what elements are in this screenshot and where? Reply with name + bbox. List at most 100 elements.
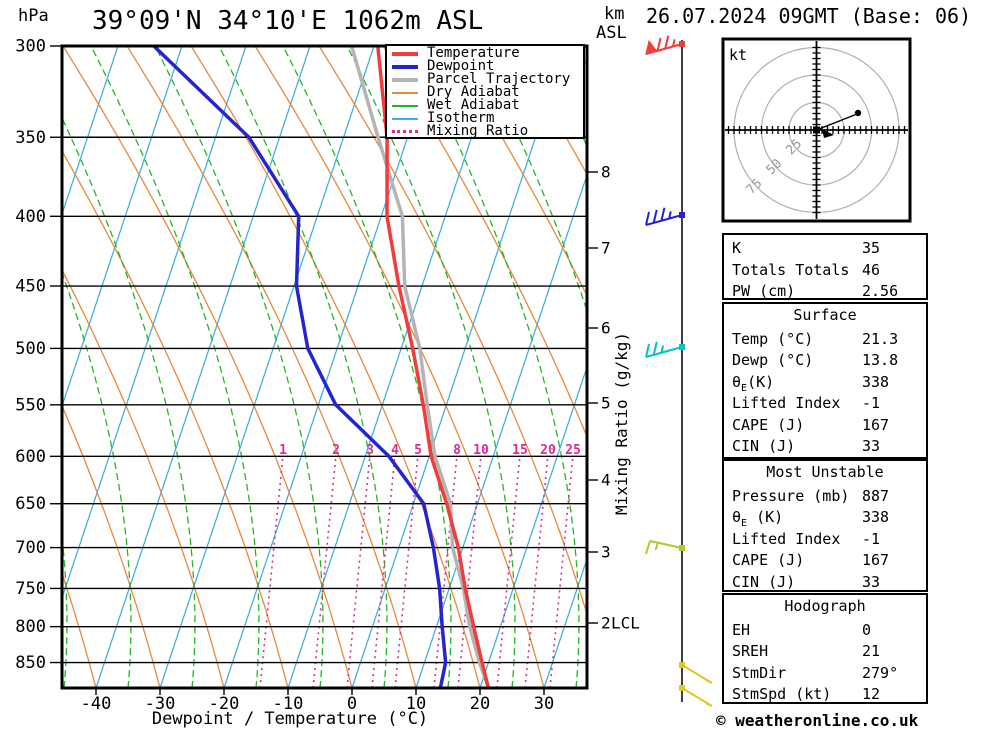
legend-entry-label: Wet Adiabat [427,97,520,113]
wet-adiabat-line [62,116,196,688]
wet-adiabat-line [62,271,132,688]
legend-entry: Wet Adiabat [387,97,583,113]
temp-tick-label: 30 [534,694,554,714]
dry-adiabat-line [62,149,289,688]
legend-entry-label: Temperature [427,45,520,61]
table-row: Lifted Index -1 [724,392,926,414]
table-row: StmSpd (kt) 12 [724,683,926,705]
table-row-label: CIN (J) [732,437,796,455]
mixing-ratio-label: 1 [279,443,287,458]
table-row-value: -1 [862,529,881,548]
table-row-label: θE(K) [732,372,775,394]
run-date-label: 26.07.2024 09GMT (Base: 06) [646,4,972,28]
lcl-label: LCL [611,614,640,633]
temp-tick-label: 10 [406,694,426,714]
table-row-value: 21 [862,642,881,660]
isotherm-line [351,46,567,688]
legend-entry-label: Parcel Trajectory [427,71,571,87]
pressure-tick-label: 750 [15,579,46,599]
legend-line-swatch [392,64,418,69]
km-tick-label: 6 [601,319,611,338]
isotherm-line [287,46,503,688]
legend-line-swatch [392,104,418,107]
dry-adiabat-line [62,46,353,688]
wet-adiabat-line [474,46,587,313]
table-row-value: 46 [862,260,881,279]
dry-adiabat-line [510,46,587,176]
wind-barb [645,35,685,55]
mixing-ratio-label: 3 [366,443,374,458]
legend-entry: Dewpoint [387,59,583,73]
legend-entry: Dry Adiabat [387,85,583,99]
table-row: EH 0 [724,619,926,641]
wind-barb [645,540,685,555]
mixing-ratio-axis-title: Mixing Ratio (g/kg) [612,331,631,515]
table-row-label: K [732,239,742,257]
table-row: CIN (J) 33 [724,435,926,457]
isotherm-line [543,556,587,688]
dry-adiabat-line [446,46,587,298]
table-row-value: 35 [862,239,881,257]
mixing-ratio-label: 20 [540,443,556,458]
temperature-curve [376,46,491,688]
table-row-value: 167 [862,551,890,569]
table-row-value: 887 [862,486,890,505]
hodograph-trace-end [854,109,862,117]
table-row-label: SREH [732,642,769,660]
mixing-ratio-label: 5 [414,443,422,458]
mixing-ratio-label: 4 [391,443,399,458]
indices-table-section: K 35 Totals Totals 46 PW (cm) 2.56 [722,233,928,300]
table-row-value: 167 [862,415,890,434]
table-row-label: Lifted Index [732,529,841,548]
table-row-value: 338 [862,508,890,526]
temp-tick-label: -30 [145,694,176,714]
table-section-title: Surface [793,306,857,324]
table-section-title: Most Unstable [766,463,884,481]
legend-entry: Isotherm [387,110,583,126]
table-row-value: 279° [862,663,899,682]
temperature-axis-title: Dewpoint / Temperature (°C) [151,709,429,729]
isotherm-line [62,46,183,409]
table-row: StmDir 279° [724,662,926,684]
hodograph-unit-label: kt [729,46,747,64]
isotherm-line [415,172,587,688]
km-tick-label: 2 [601,614,611,633]
legend-line-swatch [392,51,418,56]
wet-adiabat-line [218,46,388,688]
table-row: Totals Totals 46 [724,259,926,281]
isotherm-line [159,46,375,688]
pressure-tick-label: 650 [15,494,46,514]
wet-adiabat-line [62,531,68,688]
km-tick-label: 4 [601,471,611,490]
isotherm-line [62,46,119,217]
mixing-ratio-label: 2 [332,443,340,458]
table-row-label: CAPE (J) [732,551,805,569]
dry-adiabat-line [62,571,97,688]
chart-legend: Temperature Dewpoint Parcel Trajectory Dry … [385,44,585,139]
pressure-tick-label: 400 [15,207,46,227]
pressure-tick-label: 450 [15,277,46,297]
temp-tick-label: -40 [81,694,112,714]
plot-border [60,44,589,690]
table-row: CIN (J) 33 [724,571,926,593]
mixing-ratio-label: 8 [453,443,461,458]
legend-entry-label: Isotherm [427,110,495,126]
table-row-label: Temp (°C) [732,329,814,348]
mixing-ratio-line [549,454,574,688]
table-row-value: 2.56 [862,282,899,300]
mixing-ratio-line [524,454,549,688]
table-row-label: StmDir [732,663,787,682]
legend-line-swatch [392,91,418,94]
mixing-ratio-line [496,454,521,688]
altitude-unit-asl-label: ASL [596,23,627,43]
mixing-ratio-label: 10 [473,443,489,458]
table-row: θE (K) 338 [724,506,926,529]
pressure-tick-label: 300 [15,37,46,57]
table-row-value: 0 [862,620,872,639]
wet-adiabat-line [282,46,452,688]
table-row: CAPE (J) 167 [724,549,926,571]
wet-adiabat-line [346,46,516,688]
pressure-tick-label: 550 [15,395,46,415]
